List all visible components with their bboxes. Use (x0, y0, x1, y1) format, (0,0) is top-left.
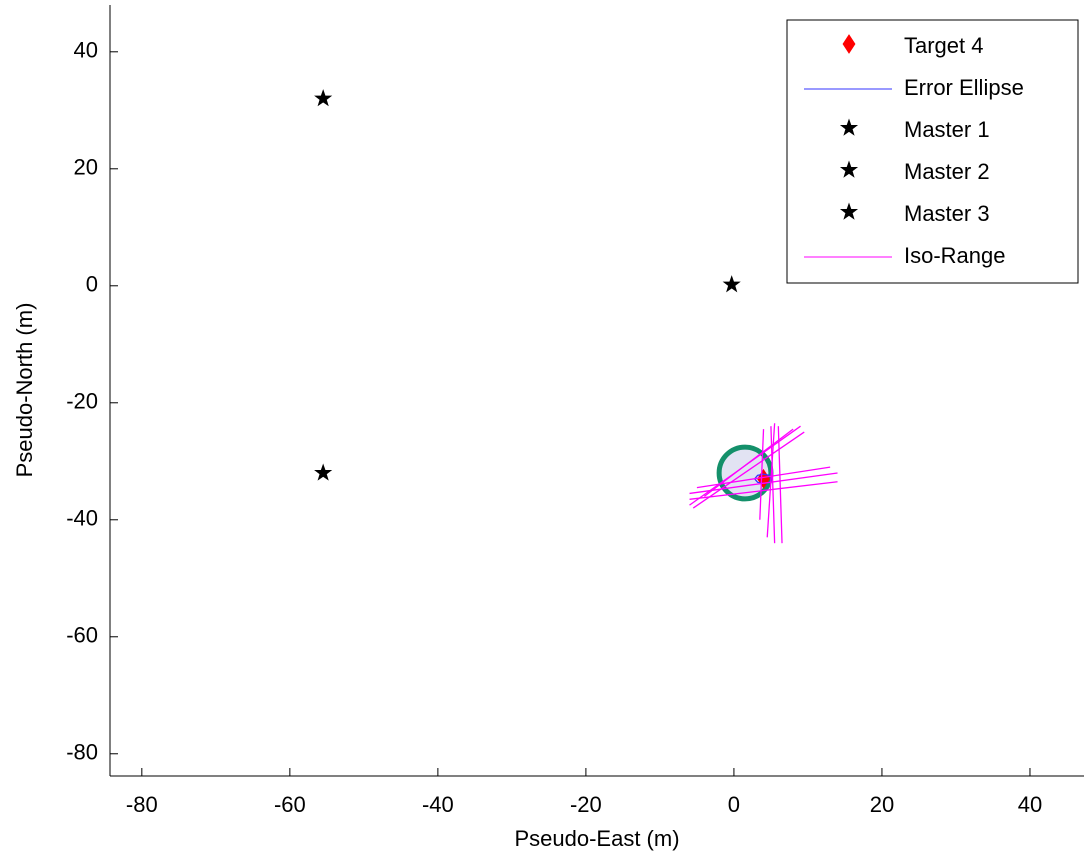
legend-label: Iso-Range (904, 243, 1006, 268)
x-tick-label: 0 (728, 792, 740, 817)
x-tick-label: -60 (274, 792, 306, 817)
legend-marker (842, 34, 856, 54)
line (766, 423, 776, 538)
legend-box (786, 19, 1079, 284)
y-tick-label: -80 (66, 740, 98, 765)
marker (722, 275, 741, 293)
legend-label: Master 1 (904, 117, 990, 142)
x-axis-label: Pseudo-East (m) (514, 826, 679, 851)
legend-label: Target 4 (904, 33, 984, 58)
y-tick-label: 20 (74, 155, 98, 180)
legend-label: Error Ellipse (904, 75, 1024, 100)
y-tick-label: -20 (66, 389, 98, 414)
legend-marker (839, 160, 859, 178)
x-tick-label: -80 (126, 792, 158, 817)
marker (314, 89, 333, 107)
x-tick-label: -20 (570, 792, 602, 817)
marker (314, 463, 333, 481)
line (692, 431, 805, 509)
y-tick-label: -60 (66, 623, 98, 648)
x-tick-label: -40 (422, 792, 454, 817)
line (759, 429, 765, 520)
line (703, 428, 794, 497)
y-axis-label: Pseudo-North (m) (12, 303, 37, 478)
legend-label: Master 3 (904, 201, 990, 226)
y-tick-label: 40 (74, 38, 98, 63)
line (777, 426, 783, 544)
legend-marker (839, 118, 859, 136)
line (689, 472, 838, 495)
y-tick-label: 0 (86, 272, 98, 297)
x-tick-label: 40 (1018, 792, 1042, 817)
line (689, 481, 838, 500)
y-tick-label: -40 (66, 506, 98, 531)
x-tick-label: 20 (870, 792, 894, 817)
legend-marker (839, 202, 859, 220)
legend-label: Master 2 (904, 159, 990, 184)
